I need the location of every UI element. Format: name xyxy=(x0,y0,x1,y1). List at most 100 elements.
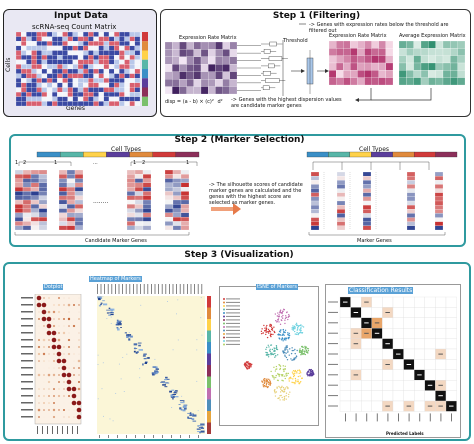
count-cell xyxy=(83,101,89,106)
marker-cell xyxy=(38,187,48,192)
count-cell xyxy=(88,92,94,97)
candidate-bracket xyxy=(14,232,190,236)
heatmap-mark xyxy=(187,416,190,419)
tsne-legend-text xyxy=(226,326,240,328)
tsne-point xyxy=(245,362,247,364)
tsne-point xyxy=(299,375,301,377)
count-cell xyxy=(134,101,140,106)
dotplot-col-label xyxy=(57,426,58,434)
count-cell xyxy=(88,32,94,37)
count-cell xyxy=(67,59,73,65)
marker-cell xyxy=(126,187,136,192)
count-cell xyxy=(62,68,68,74)
marker-cell xyxy=(38,204,48,209)
heatmap-title: Heatmap of Markers xyxy=(89,276,142,282)
marker-cell xyxy=(164,174,174,179)
marker-cell xyxy=(22,187,32,192)
count-cell xyxy=(103,78,110,83)
count-cell xyxy=(26,87,32,93)
tsne-point xyxy=(277,333,279,336)
marker-cell xyxy=(164,182,174,188)
heatmap-noise xyxy=(200,317,202,319)
count-cell xyxy=(16,96,22,102)
dotplot-dot xyxy=(51,337,57,343)
marker-cell xyxy=(74,217,84,222)
tsne-point xyxy=(297,369,299,372)
count-cell xyxy=(103,73,110,79)
heatmap-noise xyxy=(177,339,179,341)
count-cell xyxy=(41,73,48,79)
tsne-point xyxy=(266,336,269,339)
tsne-point xyxy=(265,379,267,381)
count-cell xyxy=(114,55,120,60)
tsne-point xyxy=(287,333,289,336)
filtered-cell xyxy=(385,77,393,85)
col-mark-5: 2 xyxy=(142,160,146,166)
heatmap-noise xyxy=(196,339,198,341)
count-cell xyxy=(134,36,140,42)
tsne-point xyxy=(303,350,305,353)
heatmap-mark xyxy=(117,320,122,323)
count-cell xyxy=(72,87,79,93)
count-cell xyxy=(72,73,79,79)
confusion-matrix xyxy=(328,296,457,422)
count-cell xyxy=(77,87,84,93)
marker-cell xyxy=(74,199,84,205)
count-cell xyxy=(98,32,104,37)
tsne-point xyxy=(274,352,276,355)
tsne-point xyxy=(296,331,298,334)
tsne-point xyxy=(279,331,282,333)
tsne-point xyxy=(263,382,266,385)
marker-cell xyxy=(180,169,190,175)
heatmap-noise xyxy=(101,388,103,390)
heatmap-col-label xyxy=(197,284,199,294)
box xyxy=(268,56,283,61)
count-cell xyxy=(26,50,32,56)
heatmap-row-label xyxy=(153,435,154,438)
dotplot-dot xyxy=(57,303,61,307)
tsne-point xyxy=(270,326,273,328)
tsne-point xyxy=(269,348,271,351)
tsne-point xyxy=(277,372,279,375)
confusion-cell xyxy=(414,328,425,339)
tsne-point xyxy=(291,347,293,349)
tsne-point xyxy=(284,337,287,339)
confusion-value xyxy=(417,374,422,376)
tsne-point xyxy=(269,384,271,386)
count-cell xyxy=(108,64,115,70)
confusion-cell xyxy=(392,390,404,402)
count-cell xyxy=(103,92,110,97)
confusion-cell xyxy=(361,348,372,360)
heatmap-side-bar xyxy=(207,353,211,365)
heatmap-mark xyxy=(100,302,103,304)
tsne-legend-text xyxy=(226,336,240,338)
heatmap-noise xyxy=(197,410,199,412)
confusion-cell xyxy=(445,369,457,381)
marker-cell xyxy=(134,174,144,179)
tsne-point xyxy=(280,386,283,389)
heatmap-noise xyxy=(120,378,122,380)
tsne-point xyxy=(279,391,282,393)
heatmap-mark xyxy=(191,418,195,421)
confusion-col-label xyxy=(429,413,431,422)
dotplot-dot xyxy=(47,373,51,377)
marker-cell xyxy=(172,191,182,196)
heatmap-mark xyxy=(116,321,119,324)
count-cell xyxy=(21,82,27,88)
marker-cell xyxy=(134,225,144,231)
dotplot-dot xyxy=(71,386,77,392)
marker-cell xyxy=(172,182,182,188)
marker-cell xyxy=(66,199,76,205)
tsne-point xyxy=(276,379,279,381)
heatmap-mark xyxy=(197,431,201,433)
dotplot-dot xyxy=(56,358,62,364)
tsne-point xyxy=(301,377,303,379)
tsne-point xyxy=(265,348,267,351)
marker-cell xyxy=(434,209,444,214)
marker-cell xyxy=(22,195,32,201)
arrow-head-2 xyxy=(325,69,329,73)
heatmap-mark xyxy=(187,412,192,414)
count-cell xyxy=(119,82,125,88)
heatmap-mark xyxy=(108,314,112,316)
dotplot-dot xyxy=(43,388,45,390)
